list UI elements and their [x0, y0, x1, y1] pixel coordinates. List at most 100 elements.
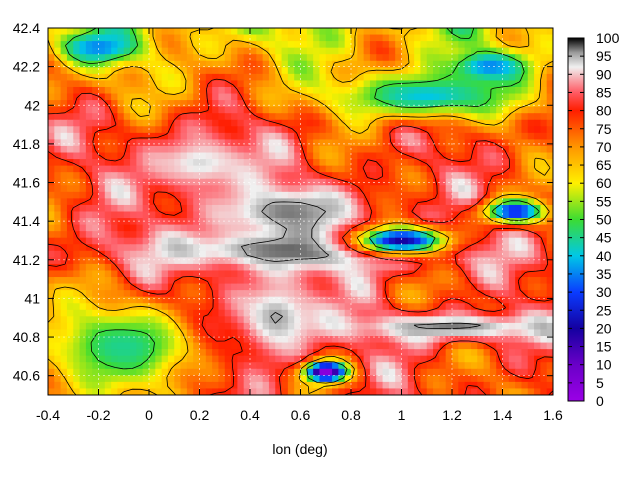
heatmap-cell: [180, 191, 188, 199]
heatmap-cell: [136, 172, 144, 180]
heatmap-cell: [388, 86, 396, 95]
heatmap-cell: [85, 54, 93, 62]
heatmap-cell: [540, 342, 548, 350]
heatmap-cell: [401, 296, 409, 304]
heatmap-cell: [344, 67, 352, 75]
heatmap-cell: [117, 93, 125, 101]
heatmap-cell: [508, 231, 516, 239]
heatmap-cell: [401, 342, 409, 350]
heatmap-cell: [60, 41, 68, 49]
heatmap-cell: [382, 73, 390, 82]
heatmap-cell: [218, 237, 226, 245]
heatmap-cell: [224, 47, 232, 55]
heatmap-cell: [445, 250, 453, 258]
heatmap-cell: [79, 316, 87, 324]
heatmap-cell: [205, 381, 213, 390]
heatmap-cell: [527, 172, 535, 180]
heatmap-cell: [306, 237, 314, 245]
heatmap-cell: [527, 224, 535, 232]
heatmap-cell: [281, 165, 289, 173]
heatmap-cell: [79, 191, 87, 199]
heatmap-cell: [167, 309, 175, 317]
heatmap-cell: [231, 73, 238, 82]
heatmap-cell: [281, 355, 289, 363]
heatmap-cell: [515, 67, 523, 75]
heatmap-cell: [306, 119, 314, 127]
heatmap-cell: [452, 244, 459, 252]
heatmap-cell: [111, 218, 119, 226]
heatmap-cell: [306, 165, 314, 173]
heatmap-cell: [256, 244, 264, 252]
heatmap-cell: [489, 322, 497, 331]
heatmap-cell: [414, 47, 422, 55]
heatmap-cell: [401, 126, 409, 134]
heatmap-cell: [167, 204, 175, 213]
heatmap-cell: [319, 218, 327, 226]
heatmap-cell: [319, 342, 327, 350]
heatmap-cell: [60, 270, 68, 278]
heatmap-cell: [193, 54, 201, 62]
heatmap-cell: [155, 336, 163, 344]
heatmap-cell: [79, 355, 87, 363]
heatmap-cell: [161, 368, 169, 376]
heatmap-cell: [250, 67, 257, 75]
heatmap-cell: [546, 185, 553, 193]
heatmap-cell: [60, 204, 68, 213]
heatmap-cell: [351, 54, 358, 62]
heatmap-cell: [477, 283, 485, 291]
heatmap-cell: [300, 362, 308, 370]
heatmap-cell: [250, 54, 257, 62]
heatmap-cell: [287, 73, 295, 82]
heatmap-cell: [332, 316, 339, 324]
heatmap-cell: [477, 86, 485, 95]
heatmap-cell: [420, 28, 428, 36]
heatmap-cell: [193, 41, 201, 49]
heatmap-cell: [344, 329, 352, 337]
heatmap-cell: [508, 296, 516, 304]
heatmap-cell: [79, 67, 87, 75]
heatmap-cell: [527, 375, 535, 383]
heatmap-cell: [376, 303, 384, 311]
heatmap-cell: [79, 119, 87, 127]
heatmap-cell: [496, 100, 504, 108]
heatmap-cell: [85, 80, 93, 88]
heatmap-cell: [218, 113, 226, 121]
heatmap-cell: [313, 303, 321, 311]
heatmap-cell: [515, 185, 523, 193]
heatmap-cell: [224, 211, 232, 219]
heatmap-cell: [275, 368, 283, 376]
heatmap-cell: [136, 73, 144, 82]
heatmap-cell: [325, 152, 333, 160]
heatmap-cell: [149, 368, 156, 376]
heatmap-cell: [470, 60, 478, 68]
heatmap-cell: [123, 67, 131, 75]
heatmap-cell: [66, 185, 74, 193]
heatmap-cell: [250, 185, 257, 193]
heatmap-cell: [130, 368, 137, 376]
heatmap-cell: [319, 349, 327, 357]
heatmap-cell: [332, 178, 339, 186]
heatmap-cell: [470, 80, 478, 88]
heatmap-cell: [464, 191, 472, 199]
heatmap-cell: [193, 67, 201, 75]
heatmap-cell: [439, 145, 447, 154]
heatmap-cell: [262, 290, 270, 298]
heatmap-cell: [306, 106, 314, 114]
heatmap-cell: [313, 336, 321, 344]
heatmap-cell: [470, 34, 478, 42]
heatmap-cell: [130, 388, 137, 395]
heatmap-cell: [167, 152, 175, 160]
heatmap-cell: [275, 296, 283, 304]
heatmap-cell: [161, 296, 169, 304]
heatmap-cell: [527, 28, 535, 36]
heatmap-cell: [237, 165, 245, 173]
heatmap-cell: [117, 34, 125, 42]
heatmap-cell: [193, 185, 201, 193]
heatmap-cell: [470, 211, 478, 219]
heatmap-cell: [243, 126, 251, 134]
heatmap-cell: [489, 381, 497, 390]
heatmap-cell: [79, 145, 87, 154]
heatmap-cell: [155, 165, 163, 173]
heatmap-cell: [325, 185, 333, 193]
heatmap-cell: [256, 54, 264, 62]
